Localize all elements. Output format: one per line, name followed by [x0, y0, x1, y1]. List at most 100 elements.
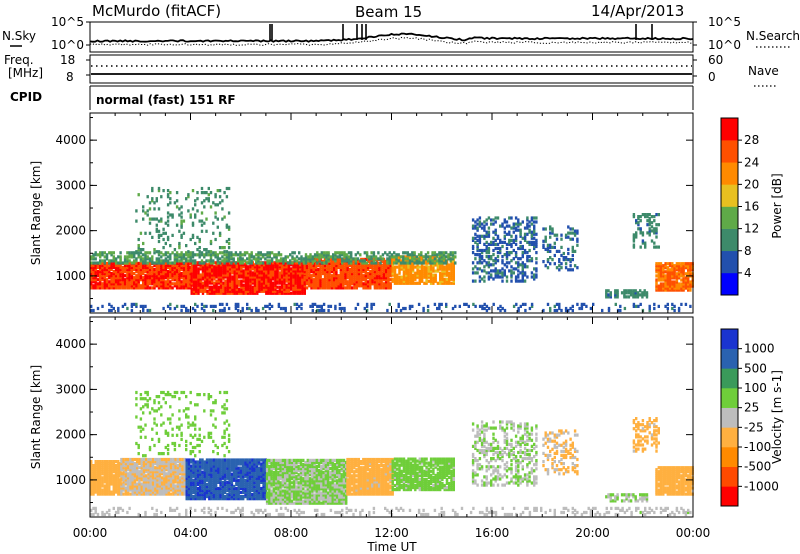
- data-cell: [249, 277, 252, 281]
- data-cell: [212, 253, 215, 257]
- data-cell: [494, 271, 497, 275]
- data-cell: [275, 253, 278, 257]
- data-cell: [609, 293, 612, 297]
- data-cell: [314, 261, 318, 265]
- data-cell: [105, 278, 109, 282]
- data-cell: [639, 229, 642, 233]
- data-cell: [317, 280, 320, 284]
- data-cell: [303, 278, 306, 282]
- data-cell: [149, 462, 152, 466]
- data-cell: [258, 269, 261, 273]
- data-cell: [92, 482, 95, 486]
- data-cell: [108, 270, 111, 274]
- data-cell: [445, 279, 449, 283]
- data-cell: [238, 281, 241, 285]
- data-cell: [521, 263, 524, 267]
- data-cell: [165, 468, 168, 472]
- data-cell: [269, 281, 272, 285]
- data-cell: [103, 486, 106, 490]
- data-cell: [108, 302, 111, 306]
- data-cell: [265, 273, 268, 277]
- data-cell: [240, 287, 243, 291]
- data-cell: [90, 270, 93, 274]
- data-cell: [519, 232, 522, 236]
- data-cell: [533, 246, 536, 251]
- data-cell: [108, 472, 111, 476]
- data-cell: [172, 457, 175, 462]
- data-cell: [151, 267, 154, 272]
- data-cell: [380, 280, 383, 284]
- data-cell: [305, 270, 309, 274]
- data-cell: [425, 265, 428, 269]
- data-cell: [183, 460, 186, 464]
- data-cell: [310, 282, 313, 286]
- data-cell: [294, 273, 297, 277]
- data-cell: [117, 486, 120, 490]
- data-cell: [267, 289, 270, 293]
- data-cell: [133, 267, 136, 272]
- colorbar-tick-label: 12: [744, 222, 759, 236]
- data-cell: [417, 259, 421, 263]
- data-cell: [166, 282, 170, 286]
- data-cell: [687, 266, 690, 270]
- data-cell: [445, 302, 448, 306]
- data-cell: [165, 484, 168, 488]
- data-cell: [146, 213, 149, 217]
- data-cell: [432, 277, 435, 281]
- data-cell: [391, 277, 394, 281]
- data-cell: [440, 261, 443, 265]
- data-cell: [135, 304, 138, 308]
- data-cell: [192, 497, 195, 501]
- noise-left-tick-top: 10^5: [51, 15, 84, 29]
- data-cell: [441, 271, 444, 275]
- data-cell: [250, 259, 253, 263]
- data-cell: [181, 480, 184, 484]
- data-cell: [439, 263, 442, 267]
- data-cell: [172, 486, 175, 490]
- data-cell: [90, 272, 93, 276]
- data-cell: [178, 486, 182, 490]
- data-cell: [505, 253, 509, 257]
- data-cell: [178, 274, 181, 278]
- data-cell: [526, 218, 529, 222]
- data-cell: [398, 267, 401, 271]
- data-cell: [169, 213, 172, 217]
- data-cell: [330, 263, 334, 268]
- data-cell: [103, 265, 106, 270]
- data-cell: [261, 261, 265, 265]
- data-cell: [204, 267, 207, 271]
- data-cell: [101, 276, 104, 280]
- data-cell: [133, 472, 137, 476]
- data-cell: [449, 257, 452, 261]
- data-cell: [320, 261, 323, 265]
- data-cell: [373, 270, 377, 274]
- data-cell: [167, 466, 170, 470]
- data-cell: [480, 277, 484, 281]
- data-cell: [117, 466, 120, 470]
- data-cell: [101, 484, 104, 488]
- data-cell: [178, 278, 181, 282]
- data-cell: [126, 255, 129, 259]
- data-cell: [210, 271, 214, 275]
- data-cell: [114, 490, 118, 494]
- data-cell: [519, 246, 522, 251]
- data-cell: [205, 191, 208, 195]
- data-cell: [258, 279, 261, 283]
- data-cell: [256, 279, 259, 283]
- data-cell: [176, 457, 180, 462]
- freq-label-line1: Freq.: [4, 53, 34, 67]
- data-cell: [284, 308, 287, 313]
- data-cell: [400, 281, 403, 285]
- data-cell: [153, 248, 156, 252]
- data-cell: [303, 263, 306, 268]
- data-cell: [530, 234, 534, 238]
- data-cell: [499, 224, 502, 228]
- data-cell: [445, 277, 449, 281]
- data-cell: [344, 274, 347, 278]
- data-cell: [274, 277, 277, 281]
- data-cell: [409, 257, 412, 261]
- data-cell: [405, 275, 408, 279]
- data-cell: [164, 284, 167, 288]
- data-cell: [192, 495, 195, 499]
- data-cell: [351, 280, 354, 284]
